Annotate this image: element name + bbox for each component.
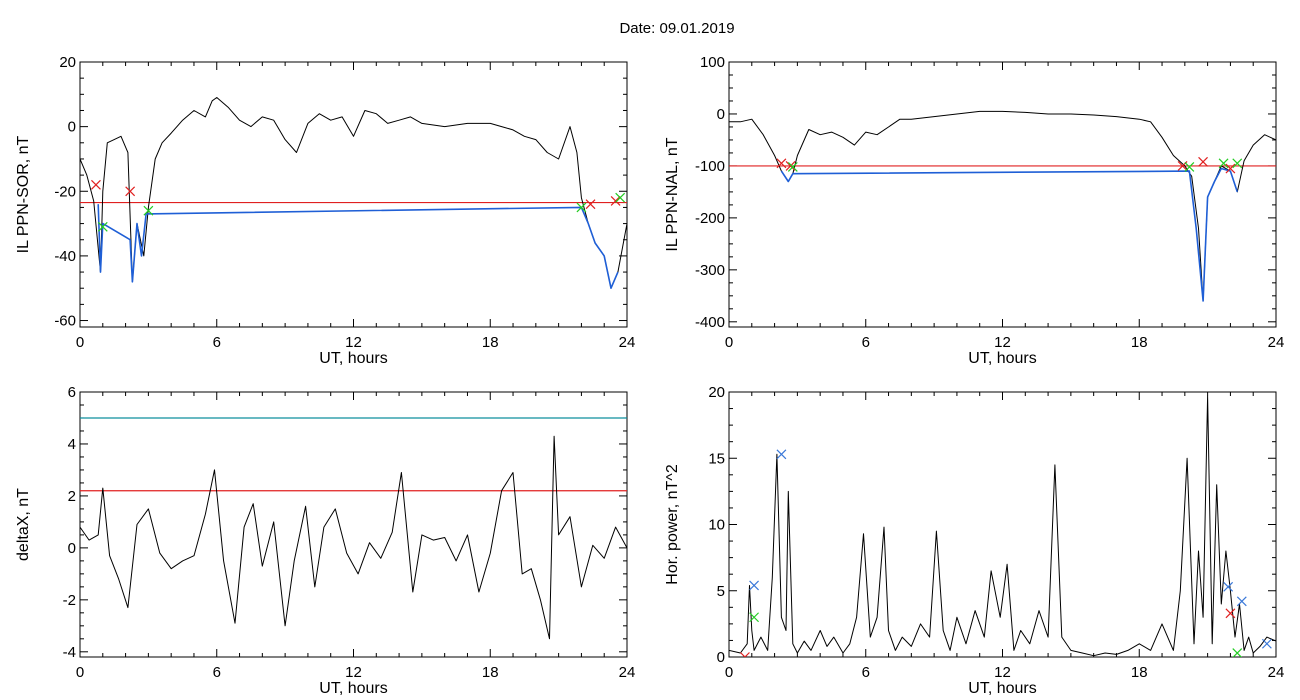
y-tick-label: -300 [695, 262, 725, 279]
marker-cross-green [1218, 158, 1229, 169]
x-tick-label: 6 [213, 334, 221, 351]
y-tick-label: 20 [708, 384, 725, 401]
series-line-black [729, 395, 1276, 657]
y-tick-label: 2 [68, 488, 76, 505]
y-tick-label: 0 [717, 106, 725, 123]
marker-cross-red [1198, 156, 1208, 167]
y-tick-label: 10 [708, 517, 725, 534]
plot-area [80, 417, 627, 640]
y-tick-label: 0 [68, 119, 76, 136]
marker-cross-red [785, 160, 796, 171]
y-tick-label: 15 [708, 450, 725, 467]
series-line-black [80, 97, 627, 289]
y-tick-label: 5 [717, 583, 725, 600]
marker-cross-red [1225, 608, 1236, 619]
marker-cross-red [1225, 163, 1236, 174]
x-tick-label: 12 [994, 664, 1011, 681]
x-tick-label: 18 [482, 334, 499, 351]
marker-cross-red [91, 179, 101, 190]
x-tick-label: 18 [1131, 334, 1148, 351]
marker-cross-green [787, 162, 798, 172]
series-line-blue [97, 204, 619, 290]
y-axis-title: deltaX, nT [15, 488, 32, 561]
x-tick-label: 0 [725, 334, 733, 351]
marker-cross-green [749, 612, 759, 623]
marker-cross-blue [1223, 581, 1234, 592]
y-tick-label: -60 [54, 313, 76, 330]
x-tick-label: 12 [345, 334, 362, 351]
y-axis-title: IL PPN-SOR, nT [15, 135, 32, 253]
y-tick-label: -2 [63, 592, 76, 609]
marker-cross-green [97, 221, 108, 232]
y-axis-title: Hor. power, nT^2 [664, 464, 681, 585]
marker-cross-red [125, 186, 136, 197]
y-tick-label: -100 [695, 158, 725, 175]
y-tick-label: 4 [68, 436, 76, 453]
x-tick-label: 24 [1268, 334, 1285, 351]
marker-cross-green [1232, 158, 1243, 169]
y-tick-label: 0 [717, 649, 725, 666]
series-line-black [80, 435, 627, 640]
x-tick-label: 6 [213, 664, 221, 681]
marker-cross-blue [749, 580, 759, 591]
x-tick-label: 18 [482, 664, 499, 681]
marker-cross-red [740, 652, 750, 657]
y-tick-label: -20 [54, 183, 76, 200]
x-tick-label: 6 [862, 334, 870, 351]
y-tick-label: -400 [695, 314, 725, 331]
marker-cross-blue [1236, 596, 1247, 607]
x-tick-label: 24 [619, 334, 636, 351]
marker-cross-blue [776, 449, 787, 460]
x-tick-label: 24 [619, 664, 636, 681]
chart-panel-4: 0 6 12 18 24 20 15 10 5 0 UT, hours Hor. power, nT^… [664, 384, 1284, 697]
marker-cross-green [143, 205, 154, 216]
x-axis-title: UT, hours [319, 350, 387, 367]
x-tick-label: 0 [76, 664, 84, 681]
chart-panel-3: 0 6 12 18 24 6 4 2 0 -2 -4 UT, hours deltaX, nT [15, 384, 635, 697]
x-tick-label: 0 [725, 664, 733, 681]
plot-area [80, 97, 627, 290]
marker-cross-green [1184, 162, 1195, 172]
x-axis-title: UT, hours [319, 680, 387, 697]
marker-cross-red [610, 196, 621, 206]
y-tick-label: -4 [63, 644, 76, 661]
marker-cross-green [615, 192, 626, 203]
marker-cross-blue [1261, 638, 1272, 649]
y-tick-label: 100 [700, 54, 725, 71]
x-tick-label: 0 [76, 334, 84, 351]
x-tick-label: 18 [1131, 664, 1148, 681]
y-tick-label: 6 [68, 384, 76, 401]
figure-title: Date: 09.01.2019 [619, 20, 734, 37]
marker-cross-red [776, 158, 787, 169]
chart-panel-1: 0 6 12 18 24 20 0 -20 -40 -60 UT, hours IL PPN-SOR,… [15, 54, 635, 367]
x-axis-title: UT, hours [968, 680, 1036, 697]
plot-frame [79, 61, 628, 328]
x-tick-label: 6 [862, 664, 870, 681]
marker-cross-red [585, 199, 596, 210]
y-tick-label: -40 [54, 248, 76, 265]
x-tick-label: 12 [994, 334, 1011, 351]
marker-cross-green [576, 202, 587, 213]
series-line-blue [780, 167, 1239, 302]
y-axis-title: IL PPN-NAL, nT [664, 137, 681, 251]
marker-cross-green [1232, 648, 1243, 657]
x-axis-title: UT, hours [968, 350, 1036, 367]
x-tick-label: 12 [345, 664, 362, 681]
plot-area [729, 395, 1276, 657]
plot-frame [728, 391, 1277, 658]
y-tick-label: 0 [68, 540, 76, 557]
y-tick-label: 20 [59, 54, 76, 71]
plot-area [729, 110, 1276, 302]
x-tick-label: 24 [1268, 664, 1285, 681]
chart-panel-2: 0 6 12 18 24 100 0 -100 -200 -300 -400 UT, hours IL … [664, 54, 1284, 367]
y-tick-label: -200 [695, 210, 725, 227]
